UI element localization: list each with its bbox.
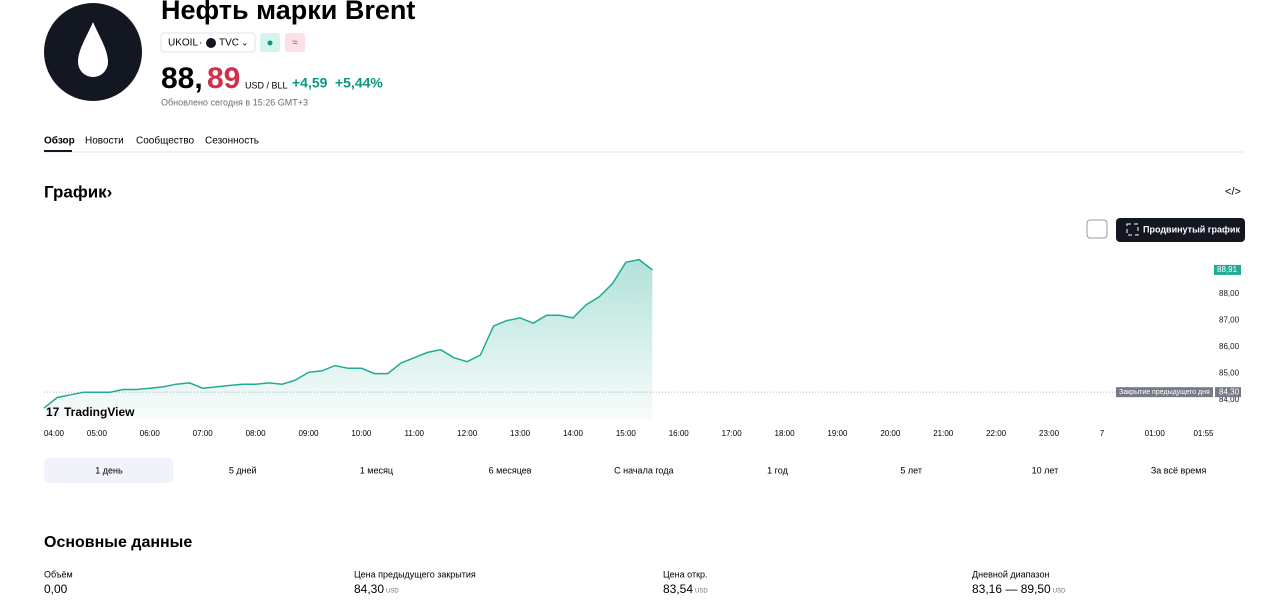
chevron: ⌄ bbox=[241, 37, 249, 47]
advanced-button[interactable] bbox=[1116, 218, 1245, 242]
last-value-box bbox=[1214, 264, 1241, 275]
x-tick-label: 07:00 bbox=[193, 429, 214, 438]
y-tick-label: 85,00 bbox=[1219, 369, 1240, 378]
tab[interactable]: Новости bbox=[85, 136, 124, 147]
stat-label: Дневной диапазон bbox=[972, 569, 1049, 579]
tab[interactable]: Сообщество bbox=[136, 135, 195, 147]
watermark-logo: 17 bbox=[46, 405, 60, 419]
x-tick-label: 20:00 bbox=[880, 429, 901, 438]
logo-drop bbox=[78, 22, 108, 77]
x-tick-label: 12:00 bbox=[457, 429, 478, 438]
x-tick-label: 15:00 bbox=[616, 429, 637, 438]
section-title[interactable]: График› bbox=[44, 182, 112, 201]
x-tick-label: 10:00 bbox=[351, 429, 372, 438]
x-tick-label: 09:00 bbox=[298, 429, 319, 438]
mode-icon: ≈ bbox=[292, 38, 298, 49]
mode-chip[interactable] bbox=[285, 33, 305, 52]
stat-value: 84,30 bbox=[354, 582, 384, 596]
fullscreen-icon bbox=[1126, 223, 1139, 236]
unit: USD / BLL bbox=[245, 80, 288, 90]
range-button[interactable]: 1 день bbox=[95, 465, 123, 475]
updated: Обновлено сегодня в 15:26 GMT+3 bbox=[161, 97, 308, 107]
y-tick-label: 87,00 bbox=[1219, 316, 1240, 325]
range-button[interactable]: 1 год bbox=[767, 465, 788, 475]
stat-unit: USD bbox=[1053, 589, 1066, 595]
x-tick-label: 17:00 bbox=[722, 429, 743, 438]
exchange-icon bbox=[206, 38, 216, 48]
line bbox=[43, 258, 653, 409]
symbol-chip[interactable] bbox=[160, 32, 256, 53]
prev-close-value: 84,30 bbox=[1219, 387, 1240, 396]
tab[interactable]: Обзор bbox=[44, 135, 75, 147]
tab[interactable]: Сезонность bbox=[205, 136, 259, 147]
stat-label: Цена предыдущего закрытия bbox=[354, 569, 476, 579]
x-tick-label: 14:00 bbox=[563, 429, 584, 438]
exchange: TVC bbox=[219, 38, 239, 49]
x-tick-label: 01:55 bbox=[1193, 429, 1214, 438]
area bbox=[44, 259, 653, 420]
last-value-label: 88,91 bbox=[1217, 265, 1238, 274]
stat-label: Цена откр. bbox=[663, 569, 708, 579]
x-tick-label: 22:00 bbox=[986, 429, 1007, 438]
x-tick-label: 7 bbox=[1100, 429, 1105, 438]
x-tick-label: 23:00 bbox=[1039, 429, 1060, 438]
x-tick-label: 19:00 bbox=[827, 429, 848, 438]
stat-unit: USD bbox=[386, 589, 399, 595]
stat-value: 0,00 bbox=[44, 582, 68, 596]
price-int: 88, bbox=[161, 62, 203, 95]
title: Нефть марки Brent bbox=[161, 0, 415, 25]
stat-label: Объём bbox=[44, 569, 73, 579]
price-frac: 89 bbox=[207, 62, 240, 95]
range-button[interactable]: За всё время bbox=[1151, 465, 1207, 475]
x-tick-label: 05:00 bbox=[87, 429, 108, 438]
x-tick-label: 11:00 bbox=[405, 429, 425, 438]
y-tick-label: 84,00 bbox=[1219, 395, 1240, 404]
change-pct: +5,44% bbox=[335, 75, 383, 91]
y-tick-label: 86,00 bbox=[1219, 342, 1240, 351]
watermark: TradingView bbox=[64, 405, 135, 419]
camera-icon[interactable] bbox=[1086, 219, 1108, 239]
stat-value: 83,16 — 89,50 bbox=[972, 582, 1051, 596]
tab-active bbox=[44, 150, 72, 152]
range-button[interactable]: С начала года bbox=[614, 465, 673, 475]
x-tick-label: 01:00 bbox=[1145, 429, 1166, 438]
prev-close-label: Закрытие предыдущего дня bbox=[1119, 389, 1210, 396]
range-button[interactable]: 10 лет bbox=[1032, 465, 1059, 475]
x-tick-label: 21:00 bbox=[933, 429, 954, 438]
range-active bbox=[44, 458, 173, 483]
status-dot bbox=[267, 40, 273, 46]
range-button[interactable]: 5 лет bbox=[900, 465, 922, 475]
change: +4,59 bbox=[292, 75, 328, 91]
x-tick-label: 18:00 bbox=[775, 429, 796, 438]
x-tick-label: 13:00 bbox=[510, 429, 531, 438]
stat-value: 83,54 bbox=[663, 582, 693, 596]
stat-unit: USD bbox=[695, 589, 708, 595]
prev-close-value-box bbox=[1215, 387, 1241, 398]
range-button[interactable]: 1 месяц bbox=[360, 465, 393, 475]
range-button[interactable]: 6 месяцев bbox=[489, 465, 532, 475]
x-tick-label: 08:00 bbox=[246, 429, 267, 438]
x-tick-label: 16:00 bbox=[669, 429, 690, 438]
prev-close-box bbox=[1116, 387, 1213, 398]
y-tick-label: 88,00 bbox=[1219, 289, 1240, 298]
symbol: UKOIL bbox=[168, 38, 198, 49]
advanced-label: Продвинутый график bbox=[1143, 224, 1240, 234]
stats-title: Основные данные bbox=[44, 534, 192, 551]
x-tick-label: 06:00 bbox=[140, 429, 161, 438]
range-button[interactable]: 5 дней bbox=[229, 465, 257, 475]
x-tick-label: 04:00 bbox=[44, 429, 65, 438]
embed-icon[interactable]: </> bbox=[1225, 186, 1241, 198]
dot: · bbox=[199, 38, 202, 49]
